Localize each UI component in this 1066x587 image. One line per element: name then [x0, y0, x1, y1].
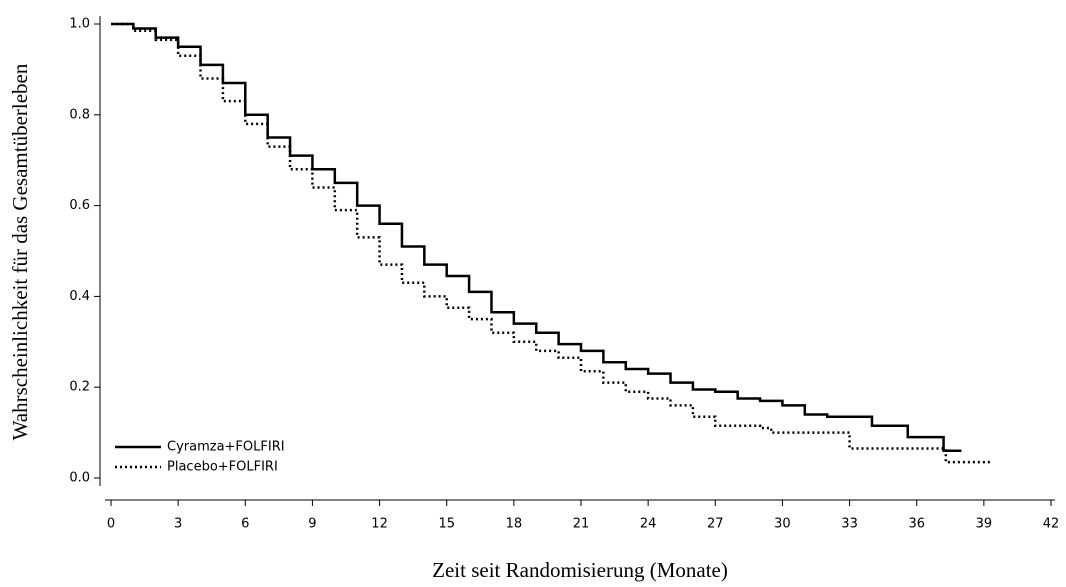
- x-axis-title: Zeit seit Randomisierung (Monate): [432, 558, 728, 582]
- km-curve: [111, 22, 962, 453]
- y-tick-label: 1.0: [69, 17, 90, 32]
- legend-label: Placebo+FOLFIRI: [167, 460, 278, 475]
- x-tick-label: 33: [841, 517, 858, 532]
- x-tick-label: 24: [640, 517, 657, 532]
- y-tick-label: 0.2: [69, 380, 90, 395]
- legend-label: Cyramza+FOLFIRI: [167, 440, 285, 455]
- x-tick-label: 0: [107, 517, 115, 532]
- x-tick-label: 21: [573, 517, 590, 532]
- x-tick-label: 6: [241, 517, 249, 532]
- x-tick-label: 3: [174, 517, 182, 532]
- x-tick-label: 36: [908, 517, 925, 532]
- x-tick-label: 27: [707, 517, 724, 532]
- x-tick-label: 39: [976, 517, 993, 532]
- x-tick-label: 12: [371, 517, 388, 532]
- x-tick-label: 9: [308, 517, 316, 532]
- y-tick-label: 0.4: [69, 289, 90, 304]
- km-curve: [111, 22, 991, 464]
- x-tick-label: 30: [774, 517, 791, 532]
- y-tick-label: 0.0: [69, 471, 90, 486]
- y-tick-label: 0.6: [69, 198, 90, 213]
- y-tick-label: 0.8: [69, 107, 90, 122]
- x-tick-label: 18: [506, 517, 523, 532]
- y-axis-title: Wahrscheinlichkeit für das Gesamtüberleb…: [8, 63, 32, 440]
- x-tick-label: 42: [1043, 517, 1060, 532]
- x-tick-label: 15: [438, 517, 455, 532]
